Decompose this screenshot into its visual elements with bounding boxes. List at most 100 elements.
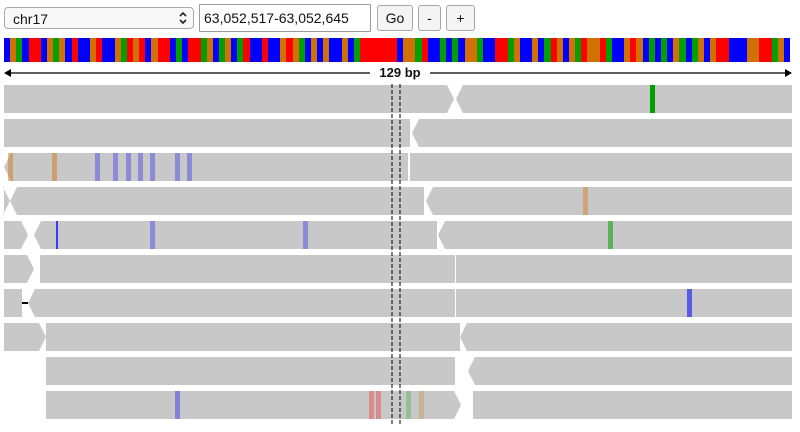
sequence-base <box>636 38 643 62</box>
sequence-base <box>728 38 735 62</box>
sequence-base <box>163 38 170 62</box>
sequence-base <box>704 38 711 62</box>
read[interactable] <box>4 323 46 351</box>
sequence-base <box>765 38 772 62</box>
read[interactable] <box>456 289 792 317</box>
read[interactable] <box>46 357 455 385</box>
sequence-base <box>83 38 90 62</box>
mismatch-mark <box>56 221 58 249</box>
read[interactable] <box>426 187 792 215</box>
sequence-base <box>354 38 361 62</box>
mismatch-mark <box>175 153 180 181</box>
read[interactable] <box>40 289 455 317</box>
alignment-track[interactable] <box>0 84 800 432</box>
sequence-base <box>433 38 440 62</box>
mismatch-mark <box>126 153 131 181</box>
read[interactable] <box>4 289 22 317</box>
sequence-base <box>403 38 410 62</box>
sequence-base <box>249 38 256 62</box>
sequence-base <box>384 38 391 62</box>
sequence-base <box>771 38 778 62</box>
sequence-base <box>145 38 152 62</box>
read[interactable] <box>40 255 455 283</box>
read[interactable] <box>3 187 10 215</box>
go-button[interactable]: Go <box>377 5 413 31</box>
sequence-base <box>747 38 754 62</box>
sequence-base <box>697 38 705 62</box>
sequence-base <box>329 38 336 62</box>
read[interactable] <box>473 391 792 419</box>
read[interactable] <box>468 357 792 385</box>
sequence-base <box>46 38 54 62</box>
chromosome-select[interactable]: chr17 <box>4 7 194 29</box>
read[interactable] <box>456 255 792 283</box>
read[interactable] <box>10 187 424 215</box>
read[interactable] <box>34 221 437 249</box>
ruler-right-arrow-icon <box>785 69 792 77</box>
mismatch-mark <box>376 391 381 419</box>
mismatch-mark <box>95 153 100 181</box>
sequence-base <box>605 38 612 62</box>
sequence-base <box>667 38 674 62</box>
sequence-base <box>507 38 514 62</box>
read[interactable] <box>4 255 34 283</box>
sequence-base <box>532 38 539 62</box>
sequence-base <box>538 38 545 62</box>
sequence-base <box>71 38 78 62</box>
read[interactable] <box>460 323 792 351</box>
zoom-out-button[interactable]: - <box>418 5 441 31</box>
sequence-base <box>218 38 226 62</box>
sequence-base <box>482 38 490 62</box>
mismatch-mark <box>187 153 192 181</box>
read[interactable] <box>410 153 792 181</box>
read[interactable] <box>28 289 40 317</box>
zoom-in-button[interactable]: + <box>446 5 475 31</box>
sequence-base <box>243 38 250 62</box>
sequence-base <box>390 38 397 62</box>
mismatch-mark <box>175 391 180 419</box>
locus-input[interactable] <box>199 4 371 32</box>
sequence-base <box>40 38 47 62</box>
sequence-base <box>157 38 164 62</box>
sequence-base <box>126 38 133 62</box>
sequence-base <box>10 38 17 62</box>
read[interactable] <box>46 391 461 419</box>
sequence-base <box>225 38 232 62</box>
sequence-base <box>415 38 422 62</box>
sequence-base <box>96 38 103 62</box>
sequence-base <box>341 38 348 62</box>
sequence-base <box>648 38 655 62</box>
sequence-base <box>65 38 72 62</box>
sequence-base <box>151 38 158 62</box>
sequence-base <box>311 38 318 62</box>
sequence-base <box>89 38 97 62</box>
sequence-base <box>489 38 496 62</box>
sequence-track[interactable] <box>4 38 791 62</box>
read[interactable] <box>4 153 408 181</box>
sequence-base <box>642 38 649 62</box>
read[interactable] <box>4 119 410 147</box>
sequence-base <box>544 38 551 62</box>
ruler-span-label: 129 bp <box>370 65 430 80</box>
read[interactable] <box>438 221 792 249</box>
sequence-base <box>77 38 84 62</box>
sequence-base <box>212 38 219 62</box>
sequence-base <box>360 38 367 62</box>
sequence-base <box>753 38 760 62</box>
sequence-base <box>22 38 29 62</box>
read[interactable] <box>456 85 792 113</box>
sequence-base <box>446 38 453 62</box>
sequence-base <box>304 38 312 62</box>
sequence-base <box>783 38 790 62</box>
read[interactable] <box>412 119 792 147</box>
read[interactable] <box>46 323 460 351</box>
sequence-base <box>28 38 35 62</box>
mismatch-mark <box>419 391 424 419</box>
sequence-base <box>268 38 275 62</box>
sequence-base <box>182 38 189 62</box>
sequence-base <box>372 38 379 62</box>
sequence-base <box>581 38 588 62</box>
read[interactable] <box>4 85 454 113</box>
read[interactable] <box>4 221 28 249</box>
sequence-base <box>132 38 140 62</box>
